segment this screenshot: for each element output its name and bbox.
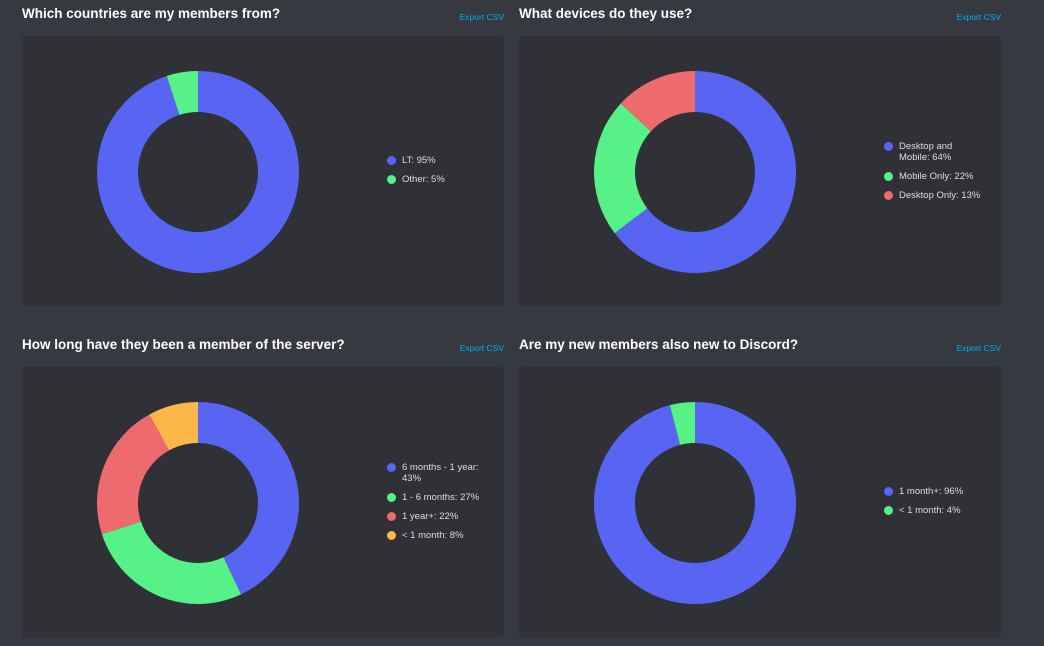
donut-slice[interactable] — [594, 402, 796, 604]
legend-item: Desktop and Mobile: 64% — [884, 141, 994, 163]
chart-card: LT: 95% Other: 5% — [22, 36, 504, 306]
donut-slice[interactable] — [101, 521, 242, 604]
panel-header: Which countries are my members from? Exp… — [22, 2, 504, 26]
donut-slice[interactable] — [614, 71, 796, 273]
legend-item: LT: 95% — [387, 155, 445, 166]
legend-item: Other: 5% — [387, 174, 445, 185]
countries-donut-chart — [96, 71, 299, 273]
export-csv-button[interactable]: Export CSV — [956, 343, 1001, 353]
donut-slice[interactable] — [96, 71, 299, 273]
panel-header: Are my new members also new to Discord? … — [519, 333, 1001, 357]
donut-slice[interactable] — [149, 402, 198, 451]
legend-item: 1 month+: 96% — [884, 486, 963, 497]
chart-legend: 6 months - 1 year: 43% 1 - 6 months: 27%… — [387, 462, 497, 549]
legend-swatch — [387, 531, 396, 540]
chart-card: Desktop and Mobile: 64% Mobile Only: 22%… — [519, 36, 1001, 306]
panel-title: Are my new members also new to Discord? — [519, 337, 799, 352]
donut-slice[interactable] — [594, 103, 651, 234]
legend-item: 1 - 6 months: 27% — [387, 492, 497, 503]
legend-item: < 1 month: 4% — [884, 505, 963, 516]
devices-donut-chart — [594, 71, 796, 273]
donut-slice[interactable] — [620, 71, 695, 132]
chart-card: 6 months - 1 year: 43% 1 - 6 months: 27%… — [22, 367, 504, 637]
legend-label: Mobile Only: 22% — [899, 171, 974, 182]
chart-card: 1 month+: 96% < 1 month: 4% — [519, 367, 1001, 637]
legend-swatch — [387, 175, 396, 184]
new-to-discord-donut-chart — [594, 402, 796, 604]
export-csv-button[interactable]: Export CSV — [459, 12, 504, 22]
panel-header: How long have they been a member of the … — [22, 333, 504, 357]
membership-duration-donut-chart — [96, 402, 300, 604]
legend-swatch — [387, 493, 396, 502]
legend-swatch — [884, 172, 893, 181]
donut-slice[interactable] — [198, 402, 300, 595]
legend-item: < 1 month: 8% — [387, 530, 497, 541]
legend-item: Mobile Only: 22% — [884, 171, 994, 182]
chart-legend: 1 month+: 96% < 1 month: 4% — [884, 486, 963, 524]
legend-label: Other: 5% — [402, 174, 445, 185]
legend-swatch — [884, 142, 893, 151]
legend-label: 1 - 6 months: 27% — [402, 492, 480, 503]
legend-label: 1 year+: 22% — [402, 511, 459, 522]
panel-title: Which countries are my members from? — [22, 6, 281, 21]
donut-slice[interactable] — [166, 71, 198, 115]
donut-slice[interactable] — [96, 414, 170, 535]
legend-label: Desktop and Mobile: 64% — [899, 141, 953, 163]
legend-swatch — [884, 487, 893, 496]
legend-label: < 1 month: 8% — [402, 530, 464, 541]
legend-swatch — [387, 156, 396, 165]
legend-swatch — [884, 191, 893, 200]
legend-label: Desktop Only: 13% — [899, 190, 981, 201]
legend-item: Desktop Only: 13% — [884, 190, 994, 201]
legend-item: 1 year+: 22% — [387, 511, 497, 522]
chart-legend: Desktop and Mobile: 64% Mobile Only: 22%… — [884, 141, 994, 209]
legend-label: < 1 month: 4% — [899, 505, 961, 516]
legend-label: 1 month+: 96% — [899, 486, 964, 497]
export-csv-button[interactable]: Export CSV — [956, 12, 1001, 22]
panel-header: What devices do they use? Export CSV — [519, 2, 1001, 26]
chart-legend: LT: 95% Other: 5% — [387, 155, 445, 193]
donut-slice[interactable] — [669, 402, 695, 445]
legend-item: 6 months - 1 year: 43% — [387, 462, 497, 484]
panel-title: How long have they been a member of the … — [22, 337, 345, 352]
legend-label: 6 months - 1 year: 43% — [402, 462, 479, 484]
legend-label: LT: 95% — [402, 155, 436, 166]
panel-title: What devices do they use? — [519, 6, 693, 21]
legend-swatch — [387, 463, 396, 472]
export-csv-button[interactable]: Export CSV — [459, 343, 504, 353]
legend-swatch — [884, 506, 893, 515]
legend-swatch — [387, 512, 396, 521]
